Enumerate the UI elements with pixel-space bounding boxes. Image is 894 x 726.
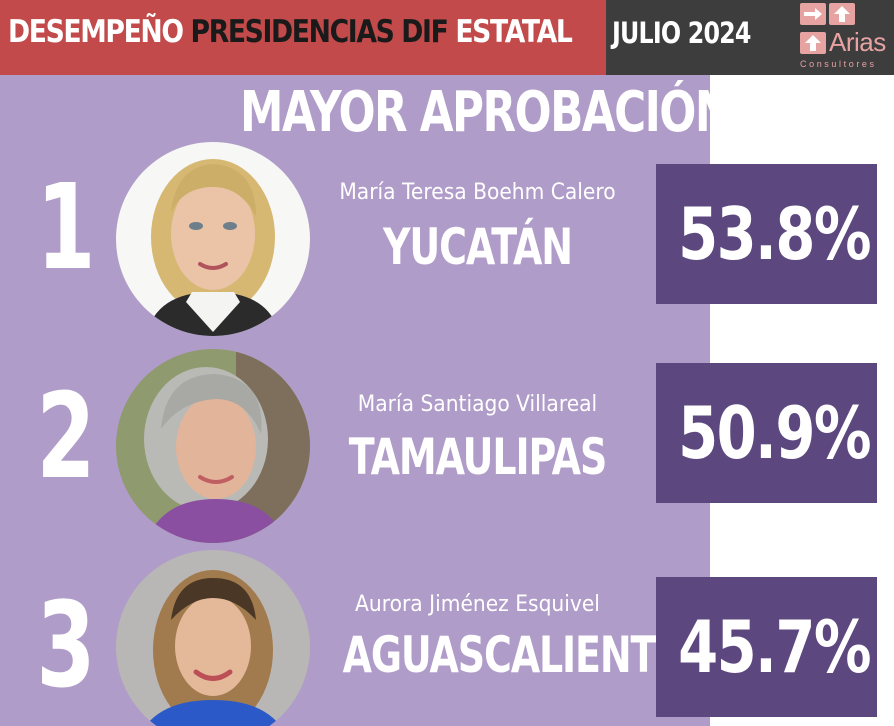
person-name: María Santiago Villareal [357, 392, 598, 417]
header-date: JULIO 2024 [612, 16, 751, 50]
approval-score-box: 50.9% [656, 363, 877, 503]
section-title: MAYOR APROBACIÓN [240, 80, 731, 145]
logo-subtitle: Consultores [800, 59, 877, 69]
portrait-photo [116, 142, 310, 336]
header-title-part1: DESEMPEÑO [8, 14, 191, 50]
rank-number: 3 [36, 576, 96, 714]
portrait-photo [116, 349, 310, 543]
person-name: María Teresa Boehm Calero [339, 180, 616, 205]
ranking-panel [0, 75, 710, 726]
approval-score-box: 53.8% [656, 164, 877, 304]
approval-score: 50.9% [678, 391, 871, 475]
header-title-part3: ESTATAL [455, 14, 573, 50]
rank-number: 1 [36, 158, 96, 296]
person-name: Aurora Jiménez Esquivel [355, 592, 600, 617]
approval-score: 53.8% [678, 192, 871, 276]
header-title-part2: PRESIDENCIAS DIF [190, 14, 456, 50]
approval-score-box: 45.7% [656, 577, 877, 717]
arrow-up-icon [829, 3, 855, 25]
header-title: DESEMPEÑO PRESIDENCIAS DIF ESTATAL [8, 14, 573, 50]
arias-logo: Arias Consultores [800, 3, 894, 71]
state-name: TAMAULIPAS [348, 428, 608, 486]
header-title-bar [0, 0, 606, 75]
state-name: YUCATÁN [383, 218, 573, 276]
arrow-right-icon [800, 3, 826, 25]
portrait-photo [116, 550, 310, 726]
state-name: AGUASCALIENTES [342, 626, 708, 684]
rank-number: 2 [36, 367, 96, 505]
approval-score: 45.7% [678, 605, 871, 689]
arrow-up-icon [800, 32, 826, 54]
logo-name: Arias [829, 27, 886, 57]
